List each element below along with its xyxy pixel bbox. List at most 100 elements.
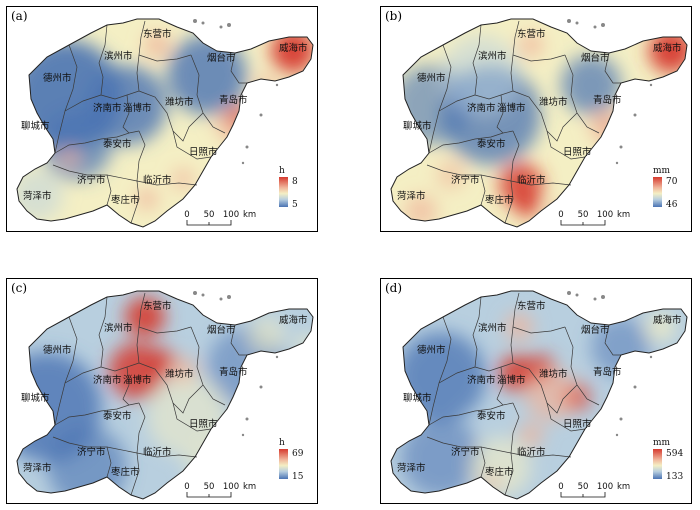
panel-label-c: (c) bbox=[11, 281, 28, 295]
scale-unit: km bbox=[243, 482, 256, 492]
scale-label: 0 bbox=[558, 482, 563, 492]
color-legend: h8 5 bbox=[279, 166, 298, 210]
scale-bar: 0 50 100 km bbox=[184, 482, 256, 498]
city-label-qingdao: 青岛市 bbox=[593, 366, 622, 378]
value-hotspot bbox=[173, 169, 193, 189]
city-label-liaocheng_a: 聊城市 bbox=[21, 392, 50, 404]
map-panel-c: (c) 东营市 滨州市 德州市 烟台市 威海市 济南市 淄博市 潍坊市 青岛市 聊城市 泰安市 日照市… bbox=[6, 278, 318, 504]
legend-min: 46 bbox=[666, 200, 678, 210]
city-label-zibo: 淄博市 bbox=[123, 102, 152, 114]
legend-bar bbox=[279, 449, 288, 479]
city-label-jinan: 济南市 bbox=[467, 102, 496, 114]
city-label-dongying: 东营市 bbox=[143, 300, 172, 312]
city-label-binzhou: 滨州市 bbox=[104, 50, 133, 62]
city-label-taian: 泰安市 bbox=[477, 410, 506, 422]
city-label-yantai: 烟台市 bbox=[207, 324, 236, 336]
city-label-liaocheng_b: 聊城市 bbox=[403, 120, 432, 132]
value-hotspot bbox=[151, 349, 175, 373]
city-label-zibo: 淄博市 bbox=[123, 374, 152, 386]
city-label-zaozhuang: 枣庄市 bbox=[485, 194, 514, 206]
legend-unit: h bbox=[279, 166, 285, 176]
city-label-zibo: 淄博市 bbox=[497, 102, 526, 114]
value-hotspot bbox=[499, 355, 535, 391]
legend-unit: mm bbox=[653, 166, 671, 176]
city-label-weifang: 潍坊市 bbox=[539, 96, 568, 108]
value-hotspot bbox=[437, 161, 465, 189]
city-label-jinan: 济南市 bbox=[467, 374, 496, 386]
value-hotspot bbox=[167, 35, 247, 115]
value-hotspot bbox=[649, 29, 687, 73]
city-label-taian: 泰安市 bbox=[477, 138, 506, 150]
scale-label: 0 bbox=[184, 482, 189, 492]
scale-label: 0 bbox=[558, 210, 563, 220]
city-label-weihai: 威海市 bbox=[653, 42, 682, 54]
city-label-weifang: 潍坊市 bbox=[165, 368, 194, 380]
city-label-jinan: 济南市 bbox=[93, 374, 122, 386]
city-label-zaozhuang: 枣庄市 bbox=[111, 466, 140, 478]
value-hotspot bbox=[137, 189, 157, 209]
scale-label: 100 bbox=[223, 482, 239, 492]
province-outline bbox=[16, 18, 314, 228]
city-label-heze: 菏泽市 bbox=[397, 462, 426, 474]
city-label-qingdao: 青岛市 bbox=[219, 366, 248, 378]
scale-unit: km bbox=[243, 210, 256, 220]
city-label-weifang: 潍坊市 bbox=[165, 96, 194, 108]
value-hotspot bbox=[519, 33, 543, 57]
city-label-jining: 济宁市 bbox=[451, 446, 480, 458]
city-label-weihai: 威海市 bbox=[279, 42, 308, 54]
city-label-dezhou: 德州市 bbox=[43, 72, 72, 84]
city-label-linyi: 临沂市 bbox=[517, 174, 546, 186]
value-hotspot bbox=[525, 369, 577, 421]
scale-label: 50 bbox=[204, 482, 215, 492]
city-label-liaocheng_b: 聊城市 bbox=[403, 392, 432, 404]
value-hotspot bbox=[591, 111, 623, 143]
scale-label: 50 bbox=[578, 210, 589, 220]
city-label-jining: 济宁市 bbox=[77, 446, 106, 458]
legend-max: 70 bbox=[666, 177, 678, 187]
panel-label-b: (b) bbox=[385, 9, 403, 23]
city-label-rizhao: 日照市 bbox=[189, 418, 218, 430]
province-outline bbox=[16, 290, 314, 500]
value-hotspot bbox=[249, 317, 285, 353]
city-label-heze: 菏泽市 bbox=[397, 190, 426, 202]
city-label-heze: 菏泽市 bbox=[23, 190, 52, 202]
value-hotspot bbox=[401, 417, 481, 497]
scale-label: 100 bbox=[597, 482, 613, 492]
scale-label: 100 bbox=[597, 210, 613, 220]
city-label-linyi: 临沂市 bbox=[143, 174, 172, 186]
city-label-dezhou: 德州市 bbox=[417, 344, 446, 356]
map-panel-b: (b) 东营市 滨州市 德州市 烟台市 威海市 济南市 淄博市 潍坊市 青岛市 聊城市 泰安市 日照市… bbox=[380, 6, 692, 232]
city-label-taian: 泰安市 bbox=[103, 410, 132, 422]
city-label-dongying: 东营市 bbox=[517, 28, 546, 40]
city-label-zibo: 淄博市 bbox=[497, 374, 526, 386]
city-label-binzhou: 滨州市 bbox=[478, 322, 507, 334]
scale-bar: 0 50 100 km bbox=[558, 210, 630, 226]
value-hotspot bbox=[647, 313, 675, 341]
panel-label-a: (a) bbox=[11, 9, 28, 23]
city-label-yantai: 烟台市 bbox=[581, 52, 610, 64]
legend-unit: mm bbox=[653, 438, 671, 448]
surface-fill bbox=[17, 19, 313, 227]
value-hotspot bbox=[297, 335, 313, 355]
city-label-jining: 济宁市 bbox=[451, 174, 480, 186]
city-label-heze: 菏泽市 bbox=[23, 462, 52, 474]
city-borders bbox=[426, 292, 621, 496]
city-borders bbox=[52, 292, 247, 496]
legend-min: 133 bbox=[666, 472, 683, 482]
city-label-dezhou: 德州市 bbox=[417, 72, 446, 84]
city-label-dezhou: 德州市 bbox=[43, 344, 72, 356]
city-label-qingdao: 青岛市 bbox=[219, 94, 248, 106]
value-hotspot bbox=[125, 297, 165, 337]
value-hotspot bbox=[61, 149, 77, 165]
legend-bar bbox=[653, 177, 662, 207]
panel-label-d: (d) bbox=[385, 281, 403, 295]
province-outline bbox=[390, 290, 688, 500]
scale-label: 50 bbox=[578, 482, 589, 492]
